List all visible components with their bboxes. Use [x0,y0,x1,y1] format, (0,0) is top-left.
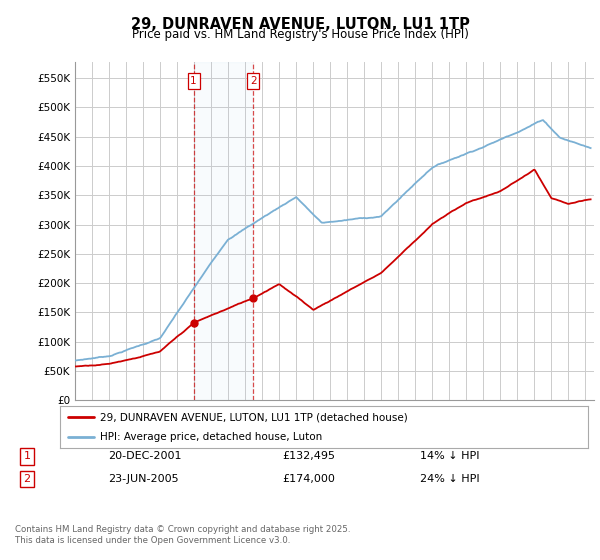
Text: 29, DUNRAVEN AVENUE, LUTON, LU1 1TP: 29, DUNRAVEN AVENUE, LUTON, LU1 1TP [131,17,469,32]
Text: Price paid vs. HM Land Registry's House Price Index (HPI): Price paid vs. HM Land Registry's House … [131,28,469,41]
Text: 20-DEC-2001: 20-DEC-2001 [108,451,182,461]
Text: HPI: Average price, detached house, Luton: HPI: Average price, detached house, Luto… [100,432,322,442]
Bar [194,62,253,400]
Text: 24% ↓ HPI: 24% ↓ HPI [420,474,479,484]
Text: £132,495: £132,495 [282,451,335,461]
Text: 2: 2 [23,474,31,484]
Text: Contains HM Land Registry data © Crown copyright and database right 2025.
This d: Contains HM Land Registry data © Crown c… [15,525,350,545]
Text: £174,000: £174,000 [282,474,335,484]
Text: 1: 1 [190,76,197,86]
Text: 1: 1 [23,451,31,461]
Text: 2: 2 [250,76,257,86]
Text: 23-JUN-2005: 23-JUN-2005 [108,474,179,484]
Text: 14% ↓ HPI: 14% ↓ HPI [420,451,479,461]
Text: 29, DUNRAVEN AVENUE, LUTON, LU1 1TP (detached house): 29, DUNRAVEN AVENUE, LUTON, LU1 1TP (det… [100,412,407,422]
